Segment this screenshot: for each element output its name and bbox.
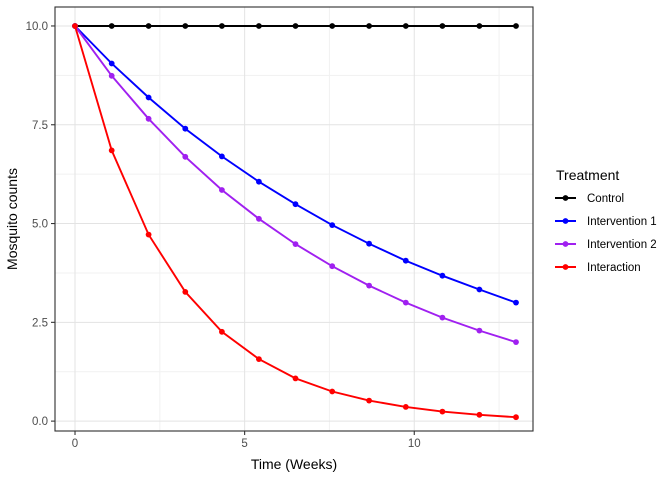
series-interaction-point (256, 356, 262, 362)
x-axis-tick-label: 5 (241, 438, 247, 450)
series-intervention-2-point (219, 187, 225, 193)
legend-entry: Intervention 1 (555, 216, 657, 228)
series-intervention-1-point (182, 125, 189, 132)
series-intervention-1-point (256, 178, 262, 185)
series-control-point (145, 23, 152, 29)
y-axis-tick-label: 5.0 (32, 219, 48, 231)
x-axis-tick-label: 10 (408, 438, 421, 450)
legend-key-point-icon (562, 195, 569, 201)
gridlines-minor (55, 7, 533, 431)
series-control-point (256, 23, 262, 29)
axis-ticks (51, 25, 415, 435)
legend-key-point-icon (562, 241, 569, 247)
series-control-point (219, 23, 225, 29)
legend-label: Intervention 1 (587, 216, 657, 228)
series-control (72, 23, 519, 29)
series-interaction (72, 23, 519, 421)
series-intervention-1-point (108, 60, 115, 67)
plot-panel (55, 7, 533, 431)
legend-label: Control (587, 193, 624, 205)
series-control-point (292, 23, 299, 29)
y-axis-tick-label: 10.0 (26, 21, 48, 33)
series-interaction-point (476, 411, 483, 418)
series-intervention-1-point (513, 299, 519, 306)
legend-entry: Control (555, 193, 624, 205)
series-interaction-point (513, 414, 519, 421)
y-axis-tick-label: 7.5 (32, 120, 48, 132)
legend-title: Treatment (556, 167, 619, 183)
series-control-point (513, 23, 519, 29)
series-layer (72, 23, 519, 421)
series-intervention-1-point (366, 240, 372, 247)
series-intervention-1-point (329, 222, 336, 229)
series-interaction-point (292, 375, 299, 382)
series-intervention-2-point (292, 241, 299, 248)
series-interaction-point (108, 147, 115, 154)
series-control-point (476, 23, 483, 29)
series-intervention-1-point (476, 286, 483, 293)
legend-label: Intervention 2 (587, 239, 657, 251)
panel-border (54, 6, 534, 432)
series-interaction-point (439, 408, 446, 415)
series-interaction-point (72, 23, 78, 29)
y-axis-tick-label: 0.0 (32, 416, 48, 428)
legend-entry: Intervention 2 (555, 239, 657, 251)
series-intervention-2-point (329, 263, 336, 270)
legend-label: Interaction (587, 262, 641, 274)
series-control-point (182, 23, 189, 29)
series-intervention-2 (72, 23, 519, 345)
x-axis-title: Time (Weeks) (251, 456, 337, 472)
series-control-point (329, 23, 336, 29)
series-interaction-point (145, 231, 152, 238)
series-intervention-1-point (292, 201, 299, 208)
series-intervention-1-point (402, 257, 409, 264)
series-intervention-2-point (366, 282, 372, 289)
series-intervention-2-point (402, 299, 409, 306)
legend-key-point-icon (562, 218, 569, 224)
series-intervention-1-point (439, 272, 446, 279)
series-intervention-2-point (182, 153, 189, 160)
series-intervention-1 (72, 23, 519, 306)
legend-key-point-icon (562, 264, 569, 270)
series-interaction-point (366, 397, 372, 404)
series-intervention-2-point (108, 72, 115, 79)
series-intervention-2-point (439, 314, 446, 321)
series-intervention-2-point (476, 327, 483, 334)
series-control-point (439, 23, 446, 29)
series-control-point (402, 23, 409, 29)
x-axis-tick-label: 0 (72, 438, 78, 450)
series-intervention-2-point (145, 115, 152, 122)
series-control-point (108, 23, 115, 29)
y-axis-title: Mosquito counts (4, 168, 20, 270)
y-axis-tick-label: 2.5 (32, 317, 48, 329)
series-intervention-2-point (513, 339, 519, 345)
series-interaction-point (182, 289, 189, 295)
series-interaction-point (402, 404, 409, 410)
series-control-point (366, 23, 372, 29)
axis-tick-labels: 0 5 10 0.0 2.5 5.0 7.5 10.0 (26, 21, 421, 450)
series-intervention-1-point (219, 153, 225, 160)
series-intervention-2-point (256, 215, 262, 222)
series-intervention-1-point (145, 94, 152, 101)
series-interaction-point (219, 328, 225, 335)
legend-entry: Interaction (555, 262, 641, 274)
legend: Treatment Control Intervention 1 Interve… (555, 167, 657, 274)
series-interaction-point (329, 388, 336, 395)
